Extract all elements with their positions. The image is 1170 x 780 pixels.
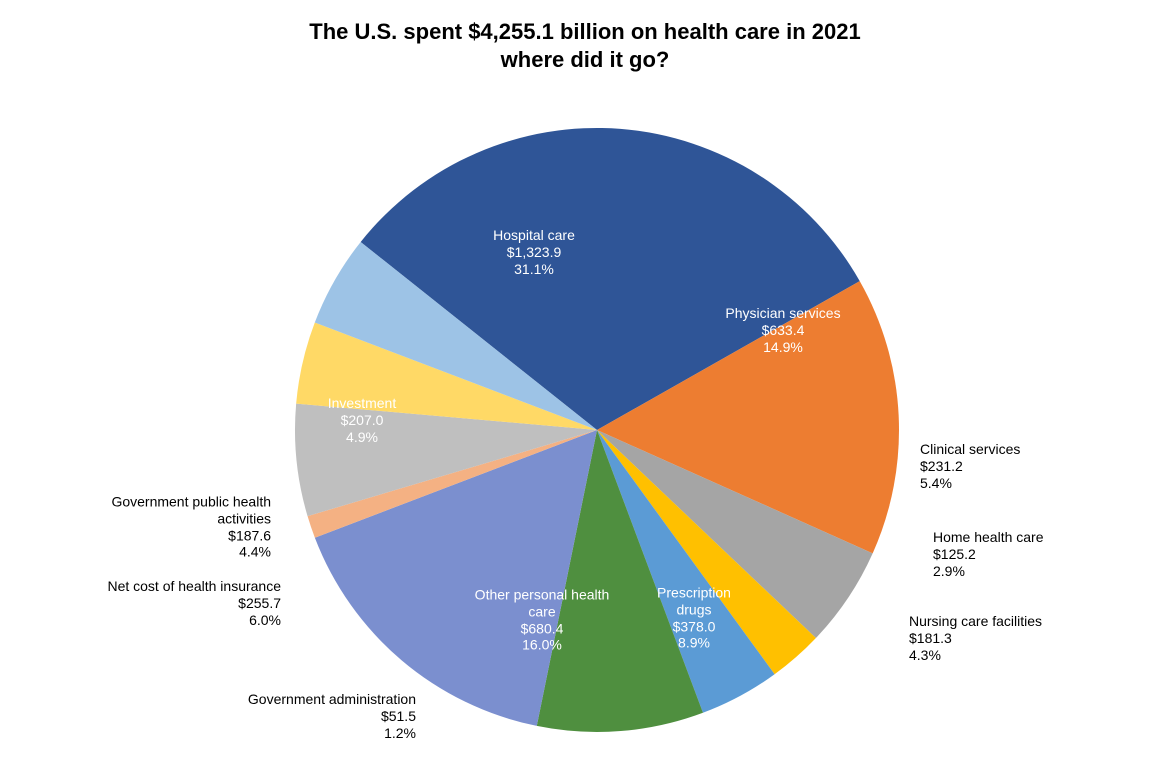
slice-label-net-cost-of-health-insurance: Net cost of health insurance $255.7 6.0% [107, 578, 281, 628]
slice-label-prescription-drugs: Prescription drugs $378.0 8.9% [657, 584, 731, 651]
slice-label-other-personal-health-care: Other personal health care $680.4 16.0% [475, 586, 610, 653]
slice-label-government-public-health-activities: Government public health activities $187… [111, 493, 271, 560]
slice-label-government-administration: Government administration $51.5 1.2% [248, 691, 416, 741]
slice-label-investment: Investment $207.0 4.9% [328, 395, 396, 445]
slice-label-nursing-care-facilities: Nursing care facilities $181.3 4.3% [909, 613, 1042, 663]
slice-label-hospital-care: Hospital care $1,323.9 31.1% [493, 227, 575, 277]
slice-label-clinical-services: Clinical services $231.2 5.4% [920, 441, 1020, 491]
slice-label-home-health-care: Home health care $125.2 2.9% [933, 529, 1044, 579]
slice-label-physician-services: Physician services $633.4 14.9% [725, 305, 840, 355]
healthcare-pie-chart: The U.S. spent $4,255.1 billion on healt… [0, 0, 1170, 780]
